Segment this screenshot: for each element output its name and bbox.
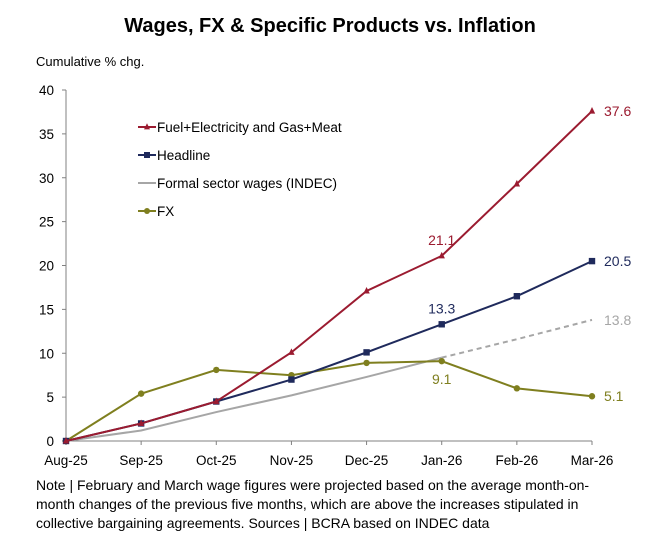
legend-item-wages: Formal sector wages (INDEC) [138, 176, 337, 191]
data-point-headline [513, 293, 521, 300]
y-tick-label: 0 [46, 434, 54, 449]
x-tick-label: Jan-26 [421, 453, 462, 468]
data-point-fuel [438, 251, 445, 259]
data-point-headline [363, 349, 370, 356]
axes: 0 5 10 15 20 25 30 35 40 Aug-25 Sep-25 Oct-25 Nov-25… [39, 83, 613, 468]
data-label-fx: 5.1 [604, 388, 624, 404]
legend-label-wages: Formal sector wages (INDEC) [157, 176, 337, 191]
legend-item-fx: FX [138, 204, 174, 219]
x-tick-label: Nov-25 [270, 453, 314, 468]
line-chart: Wages, FX & Specific Products vs. Inflat… [36, 15, 631, 468]
y-tick-label: 5 [46, 390, 54, 405]
data-point-fuel [513, 179, 521, 187]
legend-item-headline: Headline [138, 148, 210, 163]
series-line-fuel [65, 110, 593, 442]
series-fx [62, 357, 596, 445]
x-tick-label: Oct-25 [196, 453, 237, 468]
x-tick-label: Aug-25 [44, 453, 88, 468]
legend-label-fx: FX [157, 204, 174, 219]
data-point-fx [363, 359, 370, 367]
data-point-fx [513, 385, 521, 392]
series-line-wages [65, 356, 442, 442]
data-point-fx [438, 357, 445, 365]
data-point-fuel [588, 107, 596, 114]
data-point-headline [288, 376, 295, 383]
data-point-fuel [62, 437, 70, 444]
x-tick-label: Mar-26 [571, 453, 614, 468]
chart-note: Note | February and March wage figures w… [36, 477, 590, 531]
data-point-fuel [137, 419, 145, 427]
data-point-fuel [288, 348, 295, 355]
legend-item-fuel: Fuel+Electricity and Gas+Meat [138, 120, 342, 135]
x-tick-label: Feb-26 [495, 453, 538, 468]
legend-label-headline: Headline [157, 148, 210, 163]
data-label-headline: 20.5 [604, 253, 631, 269]
x-tick-label: Sep-25 [119, 453, 163, 468]
data-label-fuel: 21.1 [428, 232, 455, 248]
series-line-headline [65, 260, 593, 442]
series-line-fx [65, 360, 593, 442]
data-label-wages: 13.8 [604, 312, 631, 328]
chart-title: Wages, FX & Specific Products vs. Inflat… [124, 15, 536, 37]
legend-marker-fuel [144, 123, 150, 130]
data-point-fx [588, 393, 596, 400]
y-tick-label: 20 [39, 259, 54, 274]
data-point-fuel [363, 286, 370, 294]
y-tick-label: 40 [39, 83, 54, 98]
data-label-fx: 9.1 [432, 371, 452, 387]
data-label-headline: 13.3 [428, 300, 455, 316]
y-tick-label: 35 [39, 127, 54, 142]
series-headline [62, 257, 596, 445]
data-labels: 21.1 37.6 13.3 20.5 13.8 9.1 5.1 [428, 103, 631, 404]
series-fuel [62, 107, 596, 444]
legend-label-fuel: Fuel+Electricity and Gas+Meat [157, 120, 342, 135]
x-tick-label: Dec-25 [345, 453, 389, 468]
data-point-fx [137, 390, 145, 397]
y-tick-label: 15 [39, 302, 54, 317]
data-point-fx [213, 366, 220, 374]
data-label-fuel: 37.6 [604, 103, 631, 119]
y-tick-label: 25 [39, 215, 54, 230]
series-layer [62, 107, 596, 445]
series-line-projected-wages [441, 318, 593, 359]
y-axis-label: Cumulative % chg. [36, 54, 144, 69]
data-point-headline [438, 321, 445, 328]
y-tick-label: 30 [39, 171, 54, 186]
y-tick-label: 10 [39, 346, 54, 361]
legend-marker-fx [144, 208, 150, 214]
legend: Fuel+Electricity and Gas+Meat Headline For… [138, 120, 342, 219]
series-wages [65, 318, 593, 442]
data-point-fuel [213, 397, 220, 405]
data-point-headline [588, 257, 596, 265]
legend-marker-headline [144, 152, 150, 158]
